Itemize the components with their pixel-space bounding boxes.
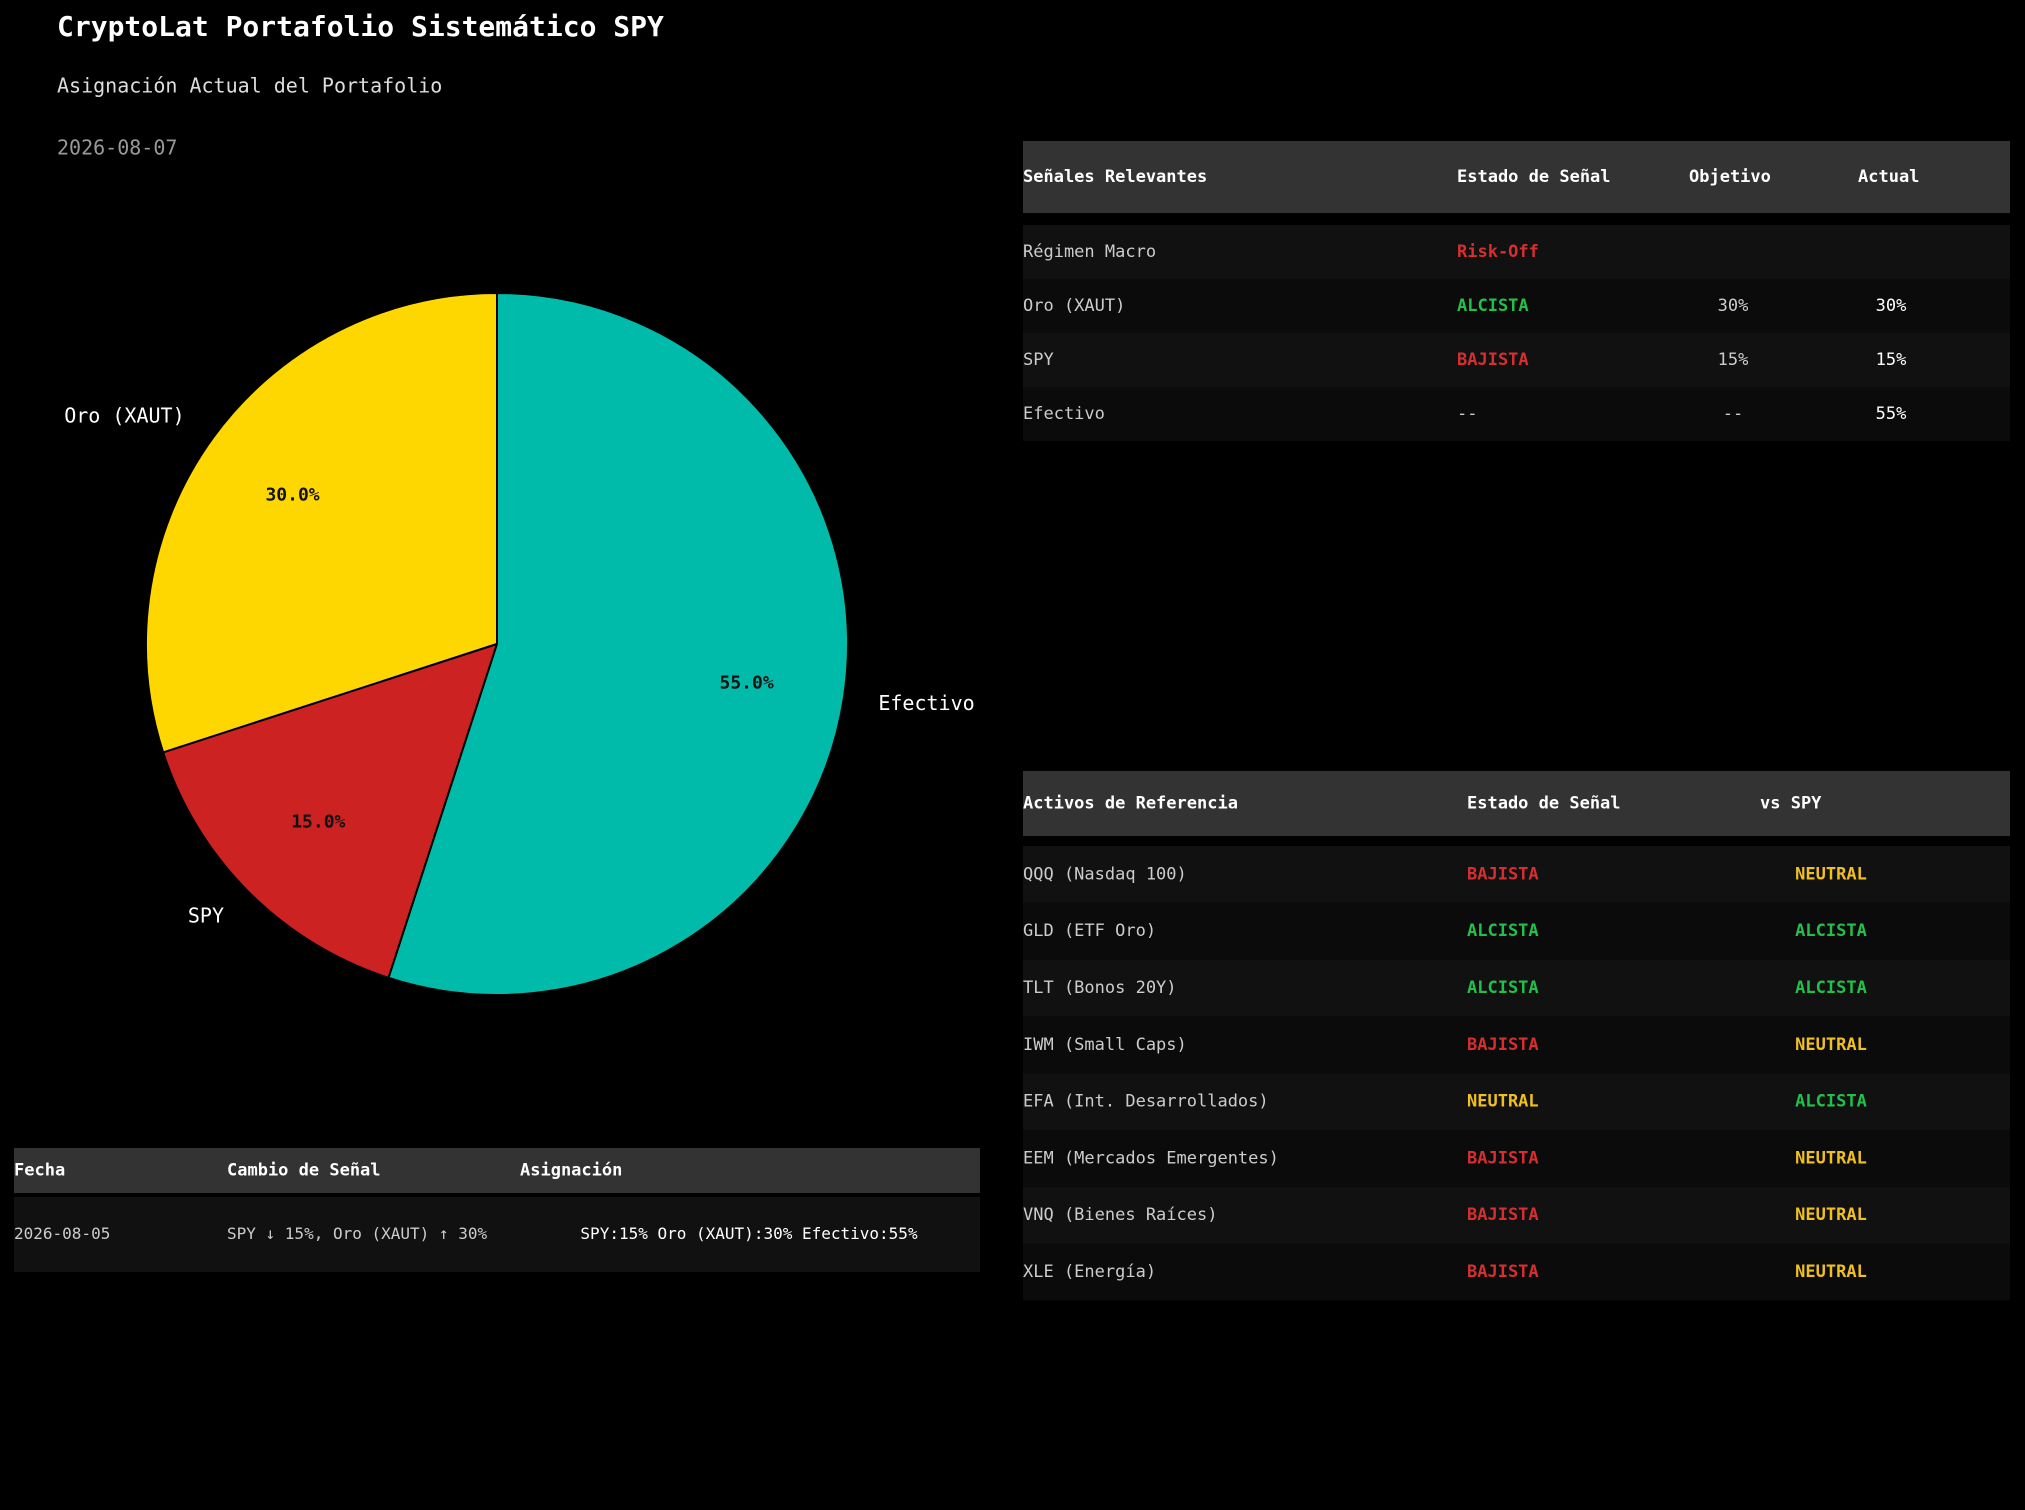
table-cell: NEUTRAL: [1795, 1148, 1867, 1168]
table-cell: --: [1457, 404, 1477, 424]
slice-label: Oro (XAUT): [64, 404, 184, 428]
table-header: Activos de Referencia: [1023, 794, 1238, 814]
table-header: Fecha: [14, 1161, 65, 1181]
table-cell: ALCISTA: [1467, 978, 1539, 998]
table-cell: Risk-Off: [1457, 242, 1539, 262]
table-cell: SPY ↓ 15%, Oro (XAUT) ↑ 30%: [227, 1224, 487, 1243]
table-row-bg: [1023, 1073, 2010, 1130]
table-cell: BAJISTA: [1467, 1262, 1539, 1282]
table-cell: ALCISTA: [1457, 296, 1529, 316]
table-cell: IWM (Small Caps): [1023, 1035, 1187, 1055]
table-row-bg: [1023, 279, 2010, 333]
table-header: Señales Relevantes: [1023, 167, 1207, 187]
slice-value-label: 55.0%: [720, 673, 774, 694]
table-cell: SPY:15% Oro (XAUT):30% Efectivo:55%: [580, 1224, 918, 1243]
table-header: Cambio de Señal: [227, 1161, 381, 1181]
table-cell: ALCISTA: [1795, 1092, 1867, 1112]
table-header-bg: [14, 1148, 980, 1193]
table-cell: 30%: [1876, 296, 1907, 316]
table-row-bg: [1023, 959, 2010, 1017]
table-row-bg: [1023, 846, 2010, 903]
table-cell: EEM (Mercados Emergentes): [1023, 1148, 1279, 1168]
table-cell: ALCISTA: [1467, 921, 1539, 941]
table-header-bg: [1023, 771, 2010, 836]
slice-label: Efectivo: [878, 691, 974, 715]
table-row-bg: [1023, 1243, 2010, 1301]
table-header: Objetivo: [1689, 167, 1771, 187]
table-cell: --: [1723, 404, 1743, 424]
title: CryptoLat Portafolio Sistemático SPY: [57, 10, 664, 43]
table-cell: TLT (Bonos 20Y): [1023, 978, 1177, 998]
table-cell: NEUTRAL: [1795, 864, 1867, 884]
table-cell: Oro (XAUT): [1023, 296, 1125, 316]
table-header: Asignación: [520, 1161, 622, 1181]
slice-value-label: 30.0%: [265, 484, 319, 505]
slice-value-label: 15.0%: [291, 812, 345, 833]
table-cell: NEUTRAL: [1795, 1035, 1867, 1055]
table-row-bg: [1023, 387, 2010, 441]
table-header-bg: [1023, 141, 2010, 213]
table-cell: 15%: [1718, 350, 1749, 370]
table-cell: NEUTRAL: [1795, 1205, 1867, 1225]
table-cell: SPY: [1023, 350, 1054, 370]
table-row-bg: [1023, 1186, 2010, 1244]
table-cell: ALCISTA: [1795, 978, 1867, 998]
table-row-bg: [1023, 1130, 2010, 1187]
table-header: Estado de Señal: [1467, 794, 1621, 814]
table-cell: BAJISTA: [1467, 1148, 1539, 1168]
table-cell: ALCISTA: [1795, 921, 1867, 941]
table-row-bg: [1023, 902, 2010, 960]
table-cell: BAJISTA: [1467, 1205, 1539, 1225]
table-header: Actual: [1858, 167, 1919, 187]
table-header: Estado de Señal: [1457, 167, 1611, 187]
table-header: vs SPY: [1760, 794, 1822, 814]
table-cell: Efectivo: [1023, 404, 1105, 424]
table-cell: 15%: [1876, 350, 1907, 370]
table-row-bg: [1023, 333, 2010, 387]
subtitle: Asignación Actual del Portafolio: [57, 74, 442, 98]
table-cell: 55%: [1876, 404, 1907, 424]
table-cell: BAJISTA: [1467, 1035, 1539, 1055]
table-cell: 30%: [1718, 296, 1749, 316]
pie-slice: [387, 291, 849, 996]
table-cell: 2026-08-05: [14, 1224, 110, 1243]
table-row-bg: [14, 1197, 980, 1272]
table-cell: XLE (Energía): [1023, 1262, 1156, 1282]
table-cell: BAJISTA: [1457, 350, 1529, 370]
table-row-bg: [1023, 1016, 2010, 1074]
slice-label: SPY: [188, 904, 224, 928]
table-cell: Régimen Macro: [1023, 242, 1156, 262]
table-cell: NEUTRAL: [1467, 1092, 1539, 1112]
pie-slice: [161, 642, 499, 980]
table-cell: BAJISTA: [1467, 864, 1539, 884]
table-row-bg: [1023, 225, 2010, 279]
table-cell: NEUTRAL: [1795, 1262, 1867, 1282]
table-cell: VNQ (Bienes Raíces): [1023, 1205, 1217, 1225]
table-cell: GLD (ETF Oro): [1023, 921, 1156, 941]
table-cell: EFA (Int. Desarrollados): [1023, 1092, 1269, 1112]
table-cell: QQQ (Nasdaq 100): [1023, 864, 1187, 884]
date: 2026-08-07: [57, 136, 177, 160]
pie-slice: [145, 291, 498, 754]
